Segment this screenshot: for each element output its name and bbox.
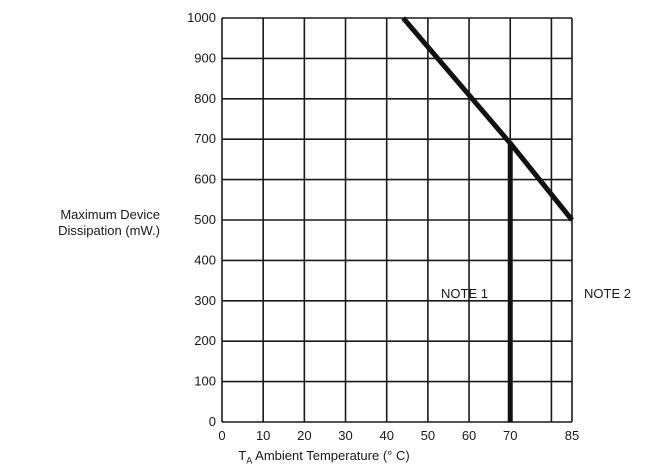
x-tick-label: 20	[297, 428, 311, 443]
series-lines	[401, 16, 574, 422]
x-tick-label: 30	[338, 428, 352, 443]
x-tick-label: 0	[218, 428, 225, 443]
y-tick-label: 300	[194, 293, 216, 308]
x-tick-label: 85	[565, 428, 579, 443]
y-tick-label: 600	[194, 172, 216, 187]
y-tick-label: 900	[194, 50, 216, 65]
y-tick-label: 700	[194, 131, 216, 146]
y-tick-label: 100	[194, 374, 216, 389]
y-tick-label: 200	[194, 333, 216, 348]
series-line-2	[508, 141, 574, 222]
y-tick-label: 500	[194, 212, 216, 227]
x-tick-labels: 0 10 20 30 40 50 60 70 85	[218, 428, 579, 443]
y-axis-label-line-2: Dissipation (mW.)	[58, 223, 160, 238]
x-tick-label: 60	[462, 428, 476, 443]
x-tick-label: 40	[379, 428, 393, 443]
grid	[221, 17, 573, 423]
x-axis-label-prefix: T	[238, 448, 247, 463]
x-tick-label: 50	[421, 428, 435, 443]
x-axis-label: TA Ambient Temperature (° C)	[0, 448, 648, 466]
y-tick-labels: 0 100 200 300 400 500 600 700 800 900 1000	[187, 10, 216, 429]
note-2-label: NOTE 2	[584, 286, 631, 301]
x-tick-label: 70	[503, 428, 517, 443]
y-tick-label: 0	[209, 414, 216, 429]
y-tick-label: 1000	[187, 10, 216, 25]
x-axis-label-subscript: A	[246, 455, 253, 466]
y-axis-label-line-1: Maximum Device	[60, 207, 160, 222]
y-tick-label: 400	[194, 252, 216, 267]
note-1-label: NOTE 1	[441, 286, 488, 301]
y-axis-label: Maximum Device Dissipation (mW.)	[0, 207, 160, 239]
y-tick-label: 800	[194, 91, 216, 106]
x-axis-label-text: Ambient Temperature (° C)	[252, 448, 410, 463]
x-tick-label: 10	[256, 428, 270, 443]
